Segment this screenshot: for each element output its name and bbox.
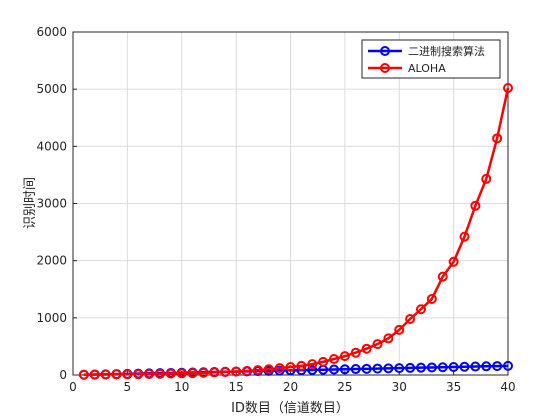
point-marker — [350, 347, 361, 358]
point-marker — [274, 363, 285, 374]
point-marker — [350, 364, 361, 375]
x-tick-label: 35 — [446, 380, 461, 394]
x-tick-label: 0 — [69, 380, 77, 394]
y-axis-label: 识别时间 — [23, 177, 38, 229]
point-marker — [492, 133, 503, 144]
point-marker — [144, 369, 155, 380]
point-marker — [111, 369, 122, 380]
x-tick-label: 20 — [283, 380, 298, 394]
point-marker — [448, 256, 459, 267]
y-tick-label: 5000 — [36, 82, 67, 96]
point-marker — [405, 313, 416, 324]
point-marker — [176, 368, 187, 379]
x-tick-label: 5 — [124, 380, 132, 394]
point-marker — [470, 361, 481, 372]
point-marker — [329, 353, 339, 364]
y-tick-label: 2000 — [36, 254, 67, 268]
series-line — [83, 87, 510, 377]
point-marker — [383, 363, 394, 374]
point-marker — [100, 369, 111, 380]
x-tick-label: 40 — [500, 380, 515, 394]
point-marker — [437, 362, 448, 373]
point-marker — [165, 368, 176, 379]
legend-marker — [380, 63, 390, 73]
point-marker — [459, 231, 470, 242]
legend-label: ALOHA — [408, 62, 446, 75]
point-marker — [383, 333, 394, 344]
point-marker — [155, 368, 165, 379]
y-tick-label: 0 — [59, 368, 67, 382]
point-marker — [426, 362, 437, 373]
point-marker — [481, 361, 492, 372]
point-marker — [470, 200, 481, 211]
point-marker — [209, 367, 220, 378]
point-marker — [416, 304, 426, 315]
point-marker — [89, 369, 100, 380]
point-marker — [122, 369, 133, 380]
x-tick-label: 30 — [392, 380, 407, 394]
point-marker — [492, 361, 503, 372]
point-marker — [187, 368, 198, 379]
point-marker — [394, 324, 405, 335]
point-marker — [339, 351, 350, 362]
point-marker — [361, 343, 372, 354]
point-marker — [503, 360, 513, 371]
x-tick-label: 15 — [228, 380, 243, 394]
y-tick-label: 3000 — [36, 197, 67, 211]
point-marker — [133, 369, 144, 380]
point-marker — [285, 361, 296, 372]
point-marker — [437, 271, 448, 282]
point-marker — [296, 360, 307, 371]
point-marker — [459, 361, 470, 372]
point-marker — [372, 363, 383, 374]
point-marker — [394, 363, 405, 374]
y-tick-label: 6000 — [36, 25, 67, 39]
point-marker — [78, 369, 89, 380]
point-marker — [198, 367, 209, 378]
legend-label: 二进制搜索算法 — [408, 44, 485, 58]
point-marker — [503, 83, 513, 94]
point-marker — [448, 361, 459, 372]
point-marker — [481, 173, 492, 184]
point-marker — [329, 364, 339, 375]
x-tick-label: 10 — [174, 380, 189, 394]
point-marker — [405, 362, 416, 373]
point-marker — [263, 364, 274, 375]
point-marker — [372, 339, 383, 350]
point-marker — [220, 367, 231, 378]
x-tick-label: 25 — [337, 380, 352, 394]
point-marker — [307, 364, 318, 375]
point-marker — [416, 362, 426, 373]
point-marker — [231, 366, 242, 377]
y-tick-label: 4000 — [36, 139, 67, 153]
point-marker — [339, 364, 350, 375]
point-marker — [426, 293, 437, 304]
point-marker — [318, 356, 329, 367]
x-axis-label: ID数目（信道数目） — [231, 401, 349, 416]
point-marker — [242, 365, 252, 376]
legend-marker — [380, 46, 390, 56]
y-tick-label: 1000 — [36, 311, 67, 325]
point-marker — [252, 365, 263, 376]
point-marker — [361, 363, 372, 374]
point-marker — [307, 359, 318, 370]
